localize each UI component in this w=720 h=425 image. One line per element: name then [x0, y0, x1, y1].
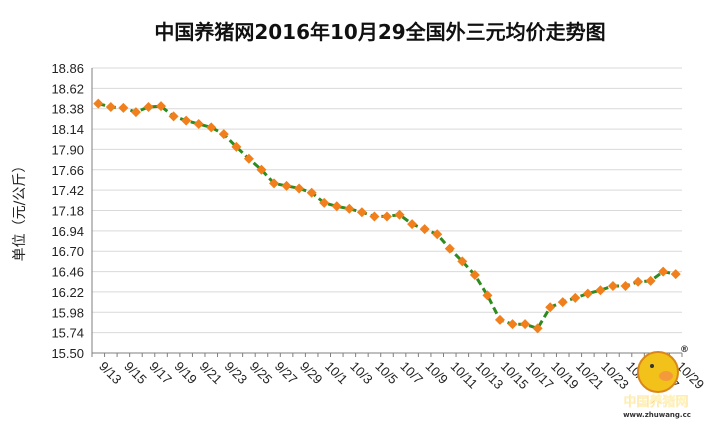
y-tick-label: 18.38 [51, 102, 84, 117]
data-point [658, 266, 669, 277]
y-tick-label: 18.62 [51, 81, 84, 96]
data-point [118, 102, 129, 113]
data-point [482, 290, 493, 301]
y-tick-label: 17.66 [51, 163, 84, 178]
y-tick-label: 16.70 [51, 244, 84, 259]
y-tick-label: 15.74 [51, 326, 84, 341]
data-point [545, 302, 556, 313]
data-point [281, 180, 292, 191]
y-tick-label: 16.22 [51, 285, 84, 300]
data-point [419, 224, 430, 235]
logo-url: www.zhuwang.cc [623, 411, 691, 419]
y-tick-label: 16.46 [51, 265, 84, 280]
data-point [143, 102, 154, 113]
data-point [105, 102, 116, 113]
data-point [306, 187, 317, 198]
data-point [557, 297, 568, 308]
chart-title: 中国养猪网2016年10月29全国外三元均价走势图 [154, 20, 605, 44]
data-point [645, 275, 656, 286]
data-point [218, 129, 229, 140]
data-point [494, 314, 505, 325]
data-point [432, 229, 443, 240]
y-tick-label: 15.50 [51, 346, 84, 361]
logo-name: 中国养猪网 [623, 394, 688, 410]
grid-lines [92, 67, 682, 334]
y-tick-label: 18.86 [51, 61, 84, 76]
logo-pig-icon [637, 351, 679, 393]
y-tick-label: 15.98 [51, 305, 84, 320]
y-tick-label: 17.42 [51, 183, 84, 198]
data-point [595, 285, 606, 296]
y-axis-label: 单位（元/公斤） [12, 159, 28, 262]
data-point [582, 288, 593, 299]
data-point [382, 211, 392, 222]
data-point [407, 219, 418, 230]
data-point [394, 209, 405, 220]
data-point [256, 164, 267, 175]
data-point [507, 319, 518, 330]
data-point [130, 107, 141, 118]
y-tick-labels: 18.86 18.62 18.38 18.14 17.90 17.66 17.42 17.18… [51, 61, 84, 361]
data-point [457, 256, 468, 267]
data-point [570, 292, 581, 303]
data-point [269, 178, 280, 189]
data-point [156, 101, 167, 112]
data-point [670, 269, 681, 280]
data-point [331, 201, 342, 212]
data-point [607, 280, 618, 291]
logo-pig-eye [650, 364, 654, 368]
y-tick-label: 16.94 [51, 224, 84, 239]
data-point [319, 197, 330, 208]
data-point [444, 243, 455, 254]
logo-pig-snout [659, 371, 673, 381]
logo-registered-mark: ® [680, 345, 689, 355]
data-point [181, 115, 192, 126]
y-tick-label: 18.14 [51, 122, 84, 137]
data-point [93, 98, 104, 109]
data-point [193, 118, 204, 129]
data-point [520, 319, 531, 330]
zhuwang-logo: ® 中国养猪网 www.zhuwang.cc [623, 345, 691, 419]
data-point [356, 207, 367, 218]
data-point [294, 183, 305, 194]
data-point [620, 280, 631, 291]
data-point [633, 276, 644, 287]
data-point [206, 122, 217, 133]
data-point [243, 153, 254, 164]
y-tick-label: 17.18 [51, 204, 84, 219]
data-point [168, 111, 179, 122]
series-price [93, 98, 681, 334]
data-point [469, 269, 480, 280]
data-point [369, 211, 380, 222]
data-point [532, 323, 543, 334]
data-point [344, 203, 355, 214]
y-tick-label: 17.90 [51, 142, 84, 157]
data-point [231, 141, 242, 152]
